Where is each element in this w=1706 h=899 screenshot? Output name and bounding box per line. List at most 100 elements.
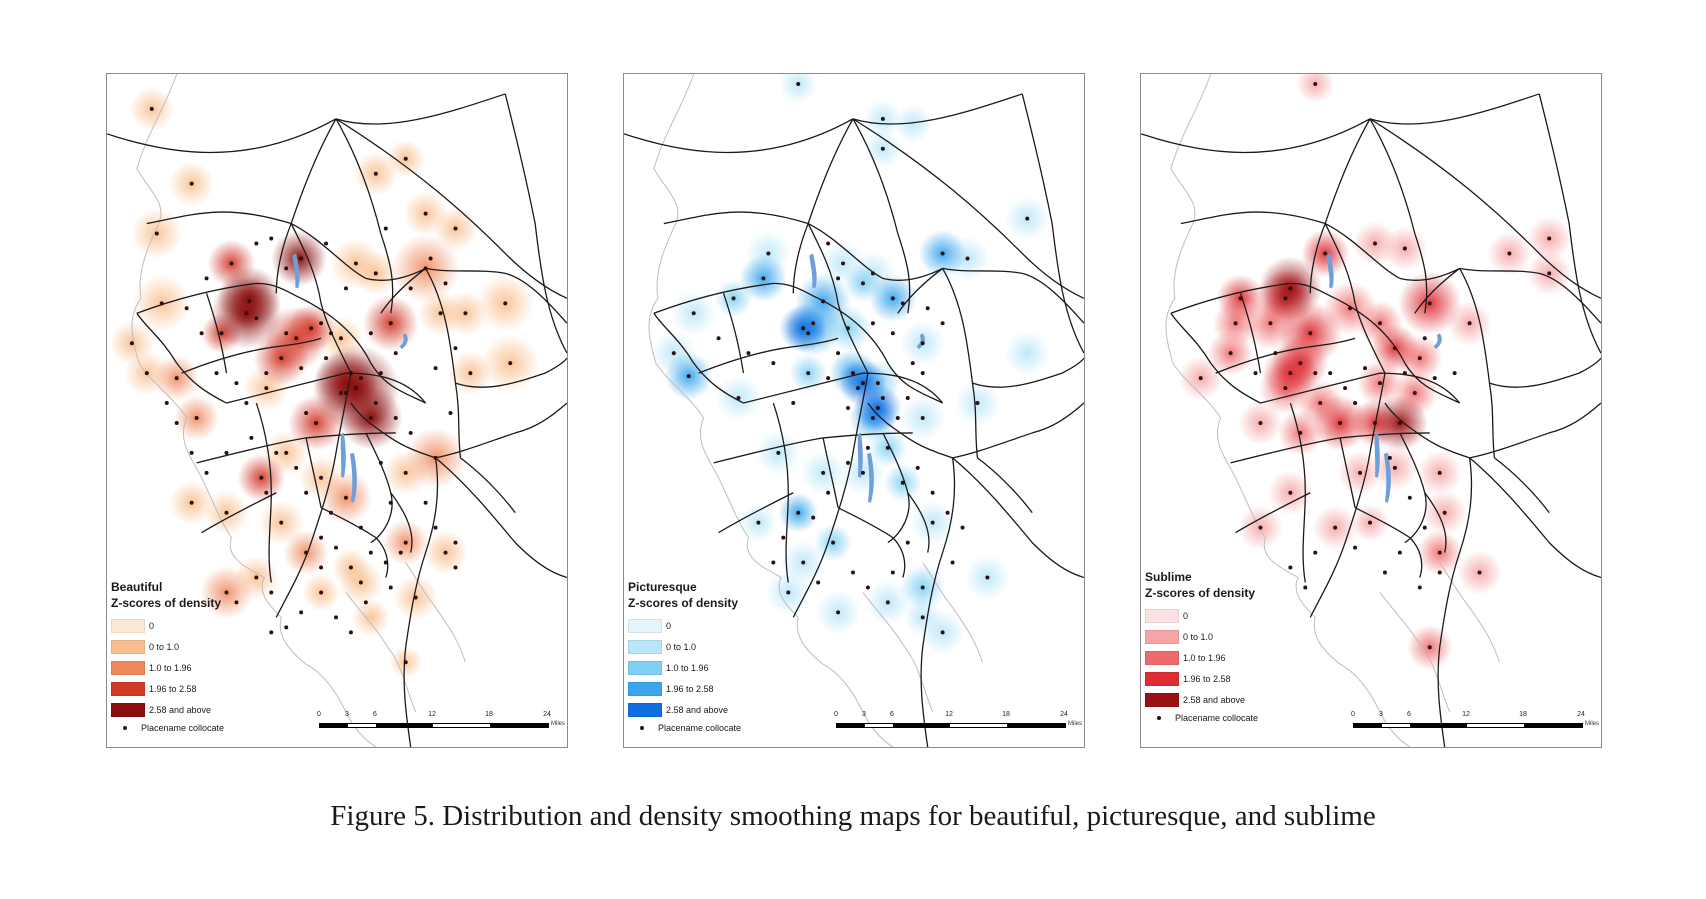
placename-point	[1253, 371, 1258, 376]
coastline	[1165, 74, 1316, 618]
road-line	[1384, 402, 1470, 459]
placename-point	[960, 525, 965, 530]
placename-point	[284, 450, 289, 455]
road-line	[952, 402, 1084, 459]
placename-point	[403, 540, 408, 545]
coastline	[279, 617, 377, 747]
placename-point	[279, 356, 284, 361]
placename-point	[806, 331, 811, 336]
coastline	[405, 562, 466, 663]
legend-point-row: Placename collocate	[111, 720, 224, 736]
placename-point	[229, 261, 234, 266]
legend: Beautiful Z-scores of density 0 0 to 1.0…	[111, 579, 224, 736]
legend-swatch	[628, 639, 662, 654]
placename-point	[920, 371, 925, 376]
scale-tick: 24	[543, 711, 551, 718]
placename-point	[189, 450, 194, 455]
placename-point	[880, 146, 885, 151]
placename-point	[890, 296, 895, 301]
placename-point	[393, 351, 398, 356]
road-line	[867, 402, 953, 459]
road-line	[942, 268, 979, 458]
placename-point	[860, 281, 865, 286]
placename-point	[885, 600, 890, 605]
map-panel-sublime: Sublime Z-scores of density 0 0 to 1.0 1…	[1140, 73, 1602, 748]
placename-point	[433, 455, 438, 460]
legend-row: 0 to 1.0	[628, 636, 741, 657]
road-line	[663, 211, 884, 279]
point-symbol-icon	[640, 726, 644, 730]
road-line	[1339, 437, 1356, 508]
legend-subtitle: Z-scores of density	[628, 596, 739, 610]
lake	[340, 432, 346, 478]
placename-point	[1407, 495, 1412, 500]
road-line	[365, 267, 426, 281]
placename-point	[164, 401, 169, 406]
placename-point	[1313, 81, 1318, 86]
placename-point	[1427, 645, 1432, 650]
legend-subtitle: Z-scores of density	[111, 596, 222, 610]
placename-point	[1397, 420, 1402, 425]
map-picturesque	[624, 74, 1084, 747]
placename-point	[1402, 371, 1407, 376]
road-line	[713, 432, 913, 464]
road-line	[1459, 268, 1496, 458]
placename-point	[463, 311, 468, 316]
road-line	[1437, 457, 1473, 747]
road-line	[1260, 372, 1461, 404]
placename-point	[358, 376, 363, 381]
placename-point	[851, 371, 855, 376]
road-line	[146, 211, 367, 279]
scale-bar-segments	[836, 723, 1066, 728]
placename-point	[219, 331, 224, 336]
road-line	[201, 492, 277, 534]
legend-point-label: Placename collocate	[141, 723, 225, 733]
placename-point	[403, 470, 408, 475]
legend-swatch	[1145, 692, 1179, 707]
density-spot	[893, 104, 932, 143]
road-line	[320, 507, 389, 578]
legend-swatch	[628, 660, 662, 675]
placename-point	[870, 415, 875, 420]
placename-point	[1382, 570, 1387, 575]
legend-label: 0	[149, 620, 155, 631]
legend-label: 2.58 and above	[666, 704, 729, 715]
placename-point	[284, 331, 289, 336]
legend-label: 1.0 to 1.96	[1183, 652, 1226, 663]
placename-point	[264, 386, 269, 391]
placename-point	[244, 311, 249, 316]
road-line	[852, 118, 911, 314]
legend-label: 2.58 and above	[1183, 694, 1246, 705]
legend-row: 0 to 1.0	[111, 636, 224, 657]
placename-point	[403, 156, 408, 161]
placename-point	[870, 271, 875, 276]
legend-row: 0	[628, 615, 741, 636]
road-line	[181, 337, 322, 374]
placename-point	[1377, 321, 1382, 326]
placename-point	[811, 321, 816, 326]
road-line	[977, 457, 1033, 514]
road-line	[653, 312, 744, 404]
placename-point	[1288, 565, 1293, 570]
road-line	[1334, 297, 1460, 404]
legend-row: 2.58 and above	[1145, 689, 1258, 710]
legend-row: 1.96 to 2.58	[1145, 668, 1258, 689]
placename-point	[224, 450, 229, 455]
placename-point	[453, 226, 458, 231]
placename-point	[324, 241, 329, 246]
placename-point	[368, 415, 373, 420]
placename-point	[144, 371, 149, 376]
placename-point	[254, 241, 259, 246]
placename-point	[334, 615, 338, 620]
scale-tick: 24	[1060, 711, 1068, 718]
road-line	[1180, 211, 1401, 279]
road-line	[435, 402, 567, 459]
placename-point	[149, 106, 154, 111]
road-line	[1289, 402, 1306, 583]
road-line	[1170, 282, 1336, 314]
legend-row: 0	[1145, 605, 1258, 626]
placename-point	[247, 299, 252, 304]
road-line	[1414, 267, 1461, 314]
placename-point	[1402, 246, 1407, 251]
placename-point	[821, 299, 826, 304]
